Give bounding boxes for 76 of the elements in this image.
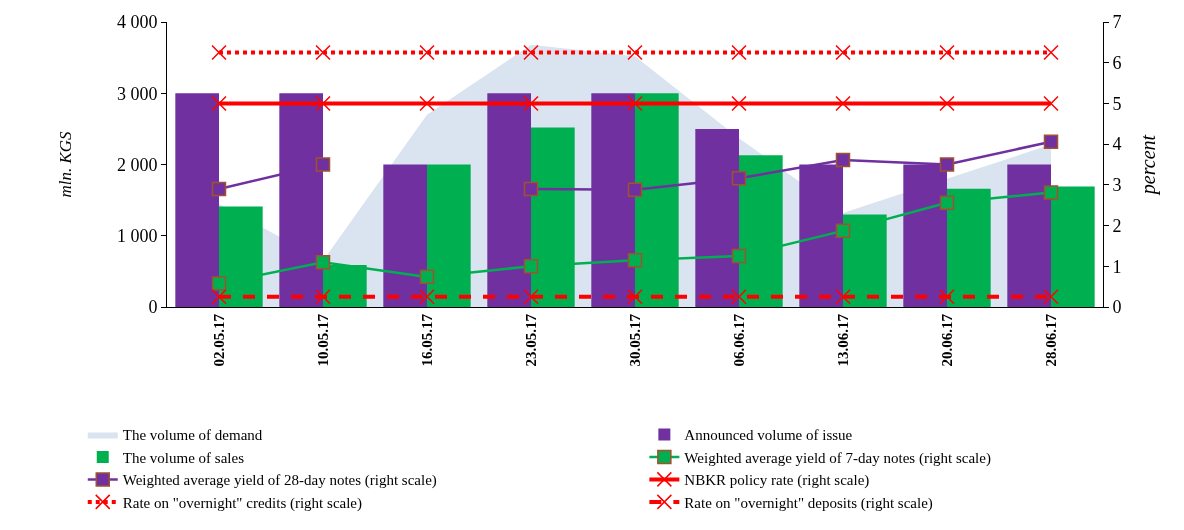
y2-tick-label: 5 [1112, 93, 1122, 114]
point [939, 195, 955, 211]
legend-label: Rate on "overnight" deposits (right scale) [684, 494, 933, 512]
x-tick-label: 16.05.17 [418, 313, 435, 367]
y2-tick-label: 2 [1112, 215, 1122, 236]
point [835, 44, 851, 61]
legend-label: Rate on "overnight" credits (right scale) [122, 494, 363, 512]
point [627, 182, 643, 197]
point [419, 289, 435, 305]
point [419, 95, 435, 112]
point [315, 44, 331, 61]
point [835, 152, 851, 168]
point [939, 44, 955, 61]
point [523, 259, 539, 274]
point [523, 289, 539, 305]
legend-label: Weighted average yield of 28-day notes (right scale) [122, 472, 437, 490]
point [211, 289, 227, 305]
y2-axis-title: percent [1137, 134, 1161, 197]
point [419, 44, 435, 61]
point [939, 95, 955, 112]
bar [383, 164, 427, 307]
point [731, 289, 747, 305]
legend-label: Announced volume of issue [684, 427, 853, 444]
y2-tick-label: 7 [1112, 12, 1122, 33]
point [211, 95, 227, 112]
x-tick-label: 23.05.17 [522, 313, 539, 367]
point [315, 289, 331, 305]
y-axis-title: mln. KGS [56, 130, 76, 198]
point [835, 289, 851, 305]
legend-label: The volume of demand [122, 427, 263, 444]
point [835, 95, 851, 112]
point [315, 95, 331, 112]
point [1043, 44, 1059, 61]
point [315, 254, 331, 270]
point [1043, 134, 1059, 149]
y2-tick-label: 4 [1112, 134, 1122, 155]
y2-tick-label: 3 [1112, 175, 1122, 196]
point [419, 269, 435, 285]
y2-tick-label: 6 [1112, 53, 1122, 74]
x-tick-label: 13.06.17 [834, 313, 851, 367]
legend-label: Weighted average yield of 7-day notes (right scale) [684, 449, 991, 467]
y2-tick-label: 1 [1112, 256, 1122, 277]
point [731, 248, 747, 264]
x-tick-label: 20.06.17 [938, 313, 955, 367]
y-tick-label: 4 000 [116, 12, 158, 33]
bar [1007, 164, 1051, 307]
point [523, 95, 539, 112]
point [731, 44, 747, 61]
legend-label: NBKR policy rate (right scale) [684, 472, 870, 490]
point [211, 44, 227, 61]
y-tick-label: 1 000 [116, 226, 158, 247]
point [1043, 289, 1059, 305]
point [939, 289, 955, 305]
point [1043, 95, 1059, 112]
x-tick-label: 28.06.17 [1042, 313, 1059, 367]
point [835, 223, 851, 239]
point [627, 44, 643, 61]
point [627, 289, 643, 305]
x-tick-label: 10.05.17 [314, 313, 331, 367]
point [627, 95, 643, 112]
x-tick-label: 02.05.17 [210, 313, 227, 367]
point [523, 44, 539, 61]
x-tick-label: 06.06.17 [730, 313, 747, 367]
point [939, 157, 955, 172]
x-tick-label: 30.05.17 [626, 313, 643, 367]
y-tick-label: 0 [148, 297, 158, 318]
point [211, 276, 227, 291]
point [731, 95, 747, 112]
point [1043, 185, 1059, 200]
point [731, 171, 747, 186]
y-tick-label: 2 000 [116, 154, 158, 175]
point [523, 181, 539, 197]
legend-label: The volume of sales [122, 449, 245, 466]
y2-tick-label: 0 [1112, 297, 1122, 318]
point [627, 252, 643, 268]
y-tick-label: 3 000 [116, 83, 158, 104]
